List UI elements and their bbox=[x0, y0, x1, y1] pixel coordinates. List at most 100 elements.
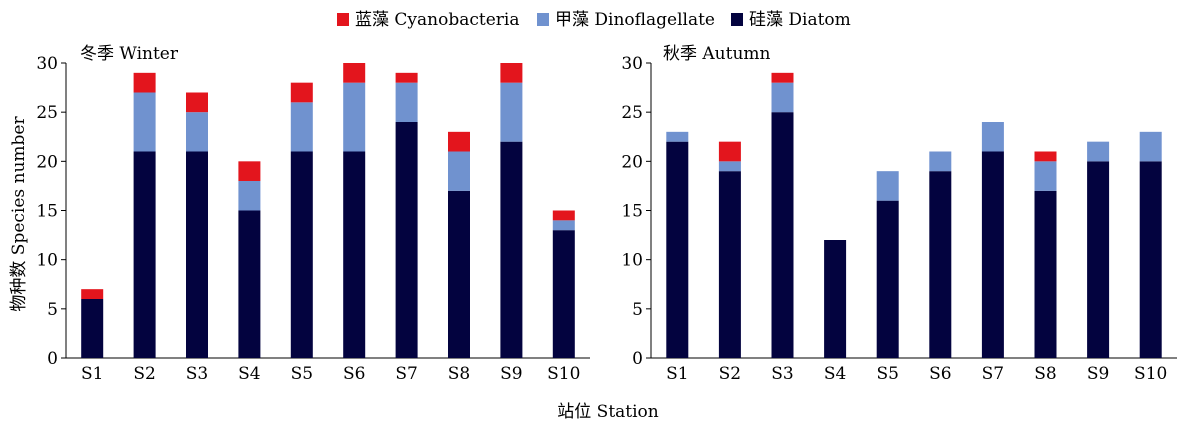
legend: 蓝藻 Cyanobacteria 甲藻 Dinoflagellate 硅藻 Diat… bbox=[337, 10, 851, 30]
x-tick-label: S5 bbox=[291, 364, 313, 384]
bar-segment-cyanobacteria bbox=[186, 92, 208, 113]
bar-segment-cyanobacteria bbox=[552, 210, 575, 221]
bar-segment-diatom bbox=[395, 122, 418, 358]
y-axis-label: 物种数 Species number bbox=[9, 116, 29, 312]
legend-label: 蓝藻 Cyanobacteria bbox=[355, 10, 519, 30]
x-tick-label: S7 bbox=[982, 364, 1004, 384]
bar-segment-diatom bbox=[500, 141, 523, 358]
panel-title: 冬季 Winter bbox=[80, 44, 179, 64]
bar-segment-cyanobacteria bbox=[81, 289, 104, 299]
x-tick-label: S8 bbox=[1034, 364, 1056, 384]
x-tick-label: S10 bbox=[547, 364, 580, 384]
bar-segment-diatom bbox=[981, 151, 1004, 358]
y-tick-label: 25 bbox=[621, 103, 643, 123]
bar-segment-dinoflagellate bbox=[290, 102, 313, 152]
panel-winter: 冬季 Winter 0 5 10 15 20 25 30 S1 S2 S3 S4 S5 S6 S7 S8 S9 S… bbox=[36, 44, 590, 384]
x-tick-label: S2 bbox=[719, 364, 741, 384]
bar-segment-dinoflagellate bbox=[876, 171, 899, 201]
x-tick-label: S9 bbox=[1087, 364, 1109, 384]
bar-segment-diatom bbox=[343, 151, 366, 358]
panels: 冬季 Winter 0 5 10 15 20 25 30 S1 S2 S3 S4 S5 S6 S7 S8 S9 S… bbox=[36, 44, 1177, 384]
y-tick-label: 5 bbox=[47, 300, 58, 320]
x-tick-label: S1 bbox=[81, 364, 103, 384]
y-tick-label: 15 bbox=[36, 202, 58, 222]
bar-segment-dinoflagellate bbox=[448, 151, 470, 191]
bar-segment-diatom bbox=[448, 190, 470, 358]
x-tick-label: S1 bbox=[666, 364, 688, 384]
y-tick-label: 0 bbox=[632, 349, 643, 369]
bar-segment-diatom bbox=[1139, 161, 1162, 358]
bar-segment-cyanobacteria bbox=[395, 72, 418, 83]
x-tick-label: S3 bbox=[771, 364, 793, 384]
bar-segment-cyanobacteria bbox=[448, 131, 470, 152]
x-axis-label: 站位 Station bbox=[557, 402, 659, 421]
bar-segment-dinoflagellate bbox=[552, 220, 575, 231]
panel-title: 秋季 Autumn bbox=[663, 44, 771, 64]
bar-segment-dinoflagellate bbox=[186, 112, 208, 152]
y-tick-label: 5 bbox=[632, 300, 643, 320]
x-tick-label: S10 bbox=[1134, 364, 1167, 384]
bar-segment-diatom bbox=[186, 151, 208, 358]
legend-label: 硅藻 Diatom bbox=[749, 10, 851, 30]
bar-segment-diatom bbox=[666, 141, 689, 358]
bar-segment-cyanobacteria bbox=[238, 161, 261, 181]
y-tick-label: 0 bbox=[47, 349, 58, 369]
legend-item: 甲藻 Dinoflagellate bbox=[537, 10, 715, 30]
bar-segment-dinoflagellate bbox=[343, 82, 366, 152]
bar-segment-cyanobacteria bbox=[771, 72, 794, 83]
legend-swatch bbox=[337, 13, 349, 26]
bar-segment-cyanobacteria bbox=[343, 63, 366, 83]
legend-label: 甲藻 Dinoflagellate bbox=[555, 10, 715, 30]
x-tick-label: S6 bbox=[343, 364, 365, 384]
bar-segment-dinoflagellate bbox=[666, 131, 689, 142]
bar-segment-diatom bbox=[1034, 190, 1057, 358]
bar-segment-dinoflagellate bbox=[929, 151, 952, 172]
bar-segment-diatom bbox=[824, 240, 847, 358]
bar-segment-dinoflagellate bbox=[500, 82, 523, 142]
bar-segment-dinoflagellate bbox=[395, 82, 418, 122]
bar-segment-dinoflagellate bbox=[718, 161, 741, 172]
bar-segment-diatom bbox=[133, 151, 156, 358]
bar-segment-dinoflagellate bbox=[1087, 141, 1110, 162]
bar-segment-diatom bbox=[81, 299, 104, 358]
y-tick-label: 10 bbox=[621, 251, 643, 271]
bar-segment-dinoflagellate bbox=[238, 181, 261, 211]
y-tick-label: 25 bbox=[36, 103, 58, 123]
bar-segment-diatom bbox=[929, 171, 952, 358]
x-tick-label: S8 bbox=[448, 364, 470, 384]
bar-segment-diatom bbox=[718, 171, 741, 358]
legend-item: 硅藻 Diatom bbox=[731, 10, 851, 30]
x-tick-label: S3 bbox=[186, 364, 208, 384]
y-tick-label: 30 bbox=[36, 54, 58, 74]
bar-segment-diatom bbox=[1087, 161, 1110, 358]
y-tick-label: 10 bbox=[36, 251, 58, 271]
legend-item: 蓝藻 Cyanobacteria bbox=[337, 10, 519, 30]
x-tick-label: S5 bbox=[876, 364, 898, 384]
panel-autumn: 秋季 Autumn 0 5 10 15 20 25 30 S1 S2 S3 S4 S5 S6 S7 S8 S9 S… bbox=[621, 44, 1177, 384]
y-tick-label: 20 bbox=[621, 152, 643, 172]
x-tick-label: S6 bbox=[929, 364, 951, 384]
bar-segment-cyanobacteria bbox=[133, 72, 156, 93]
bar-segment-dinoflagellate bbox=[981, 122, 1004, 152]
x-tick-label: S4 bbox=[238, 364, 260, 384]
legend-swatch bbox=[537, 13, 549, 26]
bar-segment-dinoflagellate bbox=[1034, 161, 1057, 191]
bar-segment-diatom bbox=[238, 210, 261, 358]
bar-segment-dinoflagellate bbox=[771, 82, 794, 113]
legend-swatch bbox=[731, 13, 743, 26]
bar-segment-cyanobacteria bbox=[1034, 151, 1057, 162]
x-tick-label: S9 bbox=[500, 364, 522, 384]
x-tick-label: S4 bbox=[824, 364, 846, 384]
bar-segment-diatom bbox=[876, 200, 899, 358]
y-tick-label: 20 bbox=[36, 152, 58, 172]
bar-segment-diatom bbox=[290, 151, 313, 358]
y-tick-label: 30 bbox=[621, 54, 643, 74]
bar-segment-cyanobacteria bbox=[718, 141, 741, 162]
x-tick-label: S2 bbox=[133, 364, 155, 384]
bar-segment-diatom bbox=[771, 112, 794, 359]
bar-segment-diatom bbox=[552, 230, 575, 358]
bar-segment-cyanobacteria bbox=[500, 63, 523, 83]
x-tick-label: S7 bbox=[395, 364, 417, 384]
